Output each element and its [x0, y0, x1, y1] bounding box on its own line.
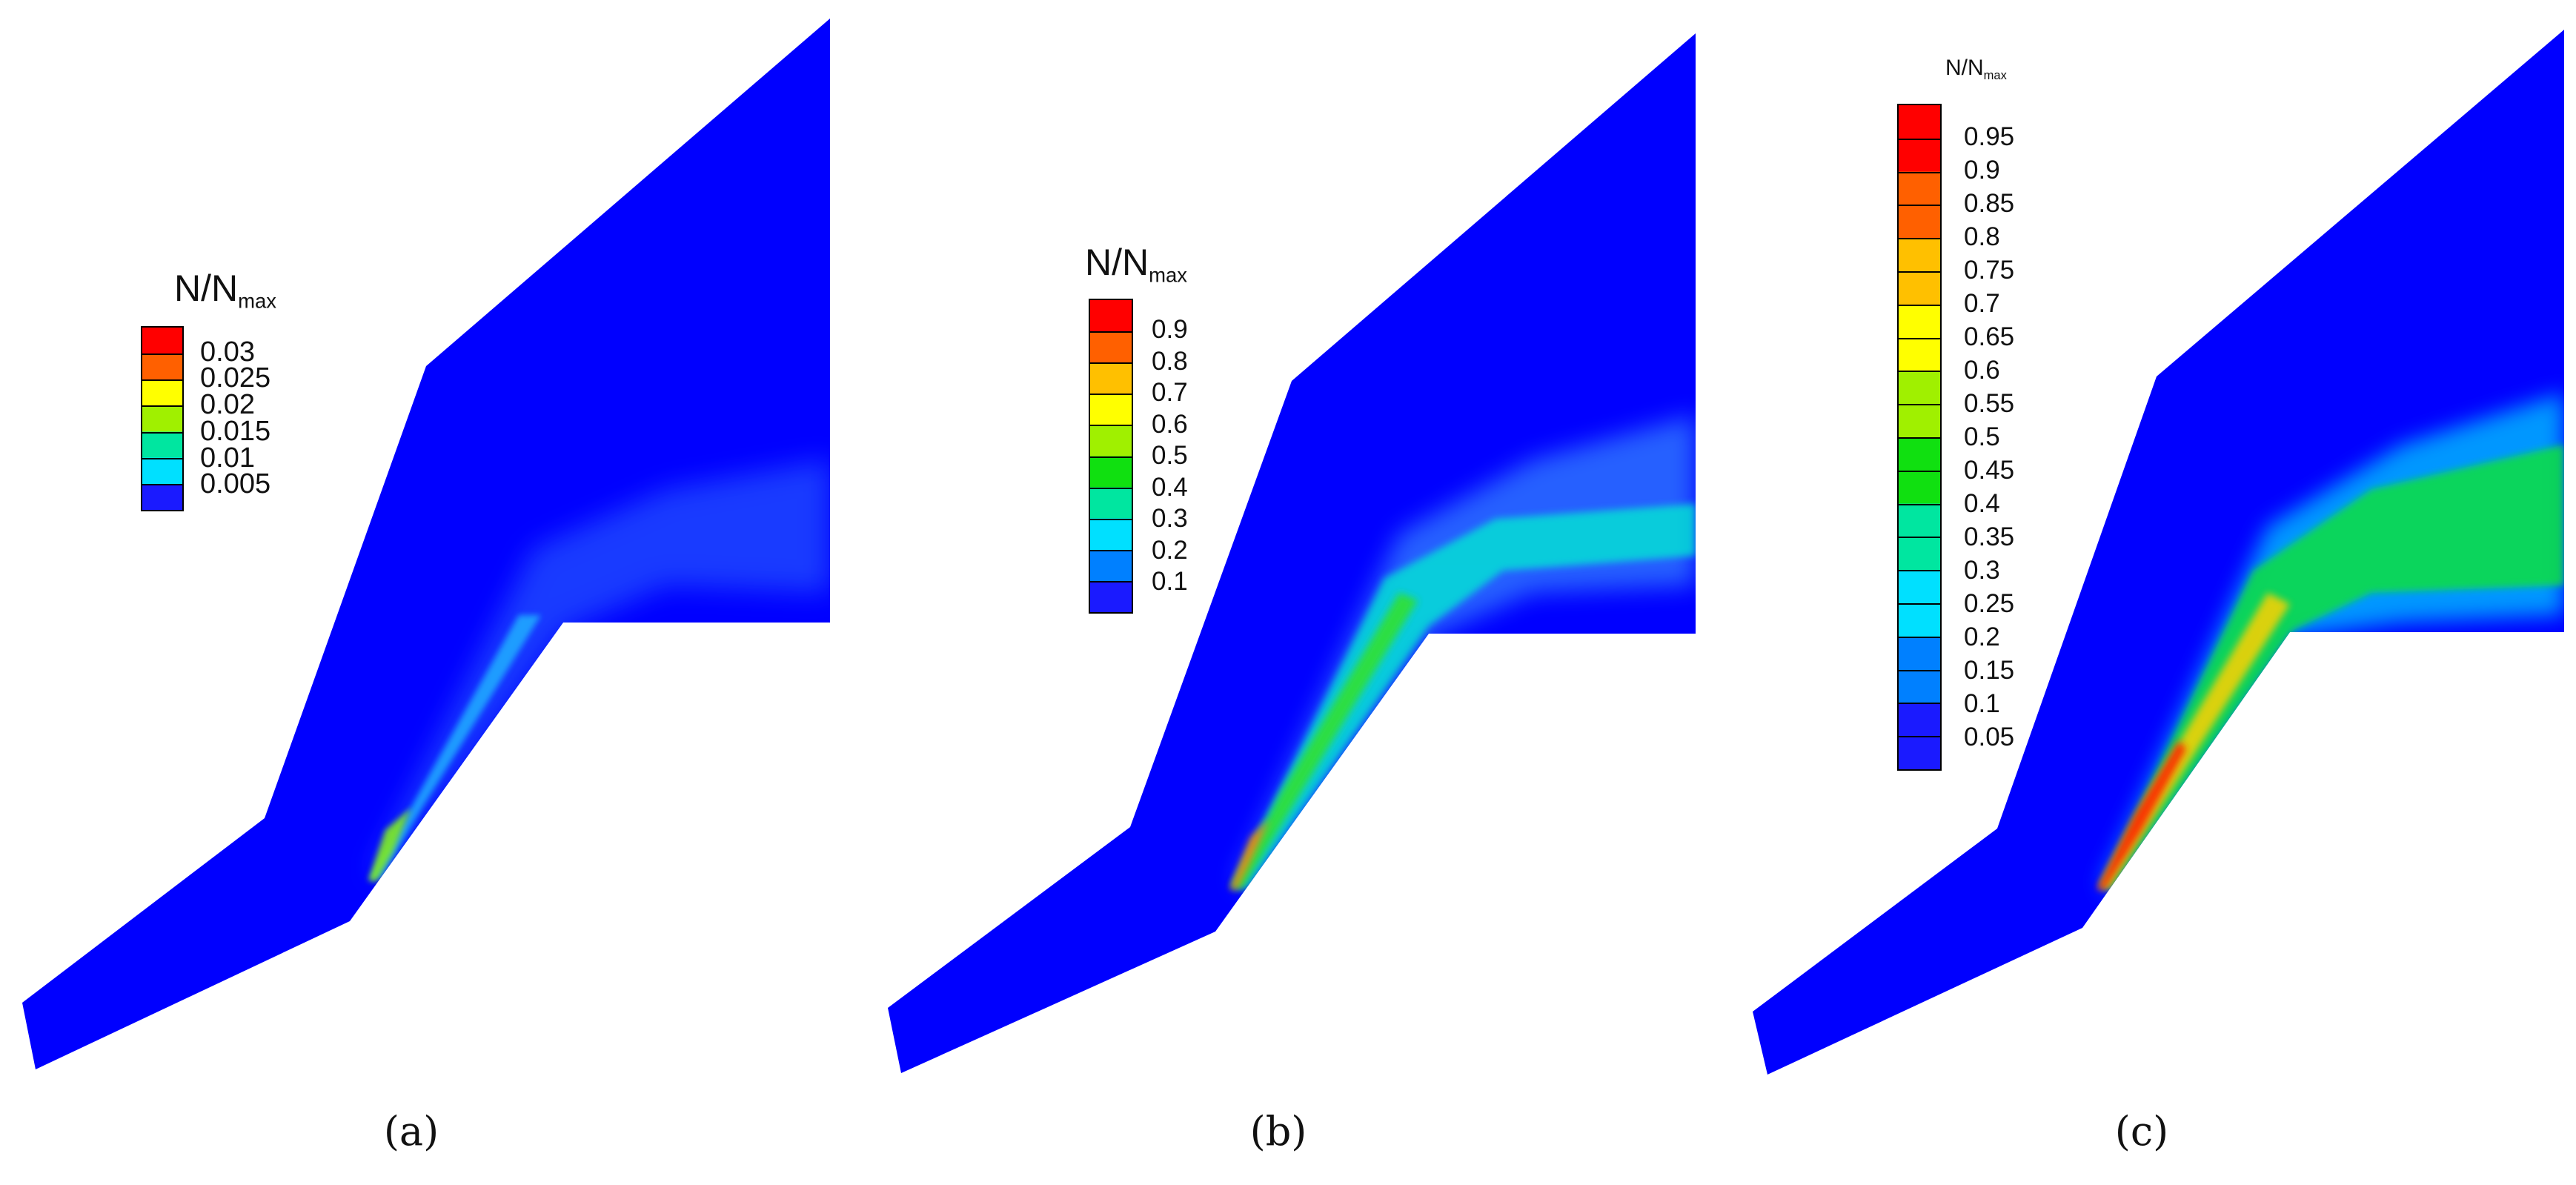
colorbar-tick-label: 0.01: [200, 442, 255, 474]
colorbar-divider: [142, 353, 182, 356]
colorbar-tick-label: 0.02: [200, 389, 255, 421]
colorbar-tick-label: 0.35: [1964, 522, 2015, 551]
colorbar-divider: [142, 379, 182, 382]
colorbar-divider: [142, 431, 182, 434]
colorbar-divider: [1899, 537, 1940, 539]
colorbar-tick-label: 0.5: [1152, 441, 1188, 471]
colorbar-divider: [1090, 456, 1132, 458]
colorbar-divider: [1899, 238, 1940, 240]
colorbar-tick-label: 0.4: [1152, 472, 1188, 502]
colorbar-tick-label: 0.3: [1152, 504, 1188, 534]
contour-plot-a: [22, 19, 830, 1069]
colorbar-divider: [142, 457, 182, 459]
colorbar-divider: [1899, 205, 1940, 207]
colorbar: [1089, 299, 1133, 614]
colorbar-tick-label: 0.9: [1964, 155, 2000, 185]
colorbar-divider: [142, 405, 182, 408]
colorbar-divider: [1899, 570, 1940, 572]
caption-a: (a): [383, 1108, 439, 1155]
contour-plot-b: [888, 33, 1696, 1073]
colorbar-divider: [1899, 371, 1940, 373]
colorbar-divider: [1899, 437, 1940, 439]
colorbar-tick-label: 0.5: [1964, 422, 2000, 451]
colorbar-tick-label: 0.9: [1152, 315, 1188, 345]
jet-hotspot: [2097, 741, 2186, 889]
caption-c: (c): [2114, 1108, 2169, 1155]
colorbar-divider: [1090, 518, 1132, 520]
contour-plot-c: [1753, 30, 2564, 1075]
colorbar-divider: [1899, 470, 1940, 472]
jet-hotspot: [368, 808, 411, 882]
jet-hotspot: [1230, 819, 1269, 889]
jet-plume-outer: [371, 459, 830, 874]
colorbar: [1897, 104, 1942, 771]
colorbar-tick-label: 0.8: [1152, 346, 1188, 376]
colorbar-tick-label: 0.2: [1964, 622, 2000, 651]
domain-shape: [22, 19, 830, 1069]
colorbar-tick-label: 0.2: [1152, 535, 1188, 565]
colorbar-tick-label: 0.8: [1964, 222, 2000, 251]
colorbar-tick-label: 0.005: [200, 468, 271, 500]
colorbar-tick-label: 0.025: [200, 362, 271, 394]
colorbar-divider: [1899, 636, 1940, 638]
colorbar-tick-label: 0.7: [1964, 288, 2000, 318]
colorbar-tick-label: 0.45: [1964, 455, 2015, 485]
colorbar-tick-label: 0.85: [1964, 188, 2015, 218]
legend-title: N/Nmax: [1085, 242, 1188, 287]
colorbar-tick-label: 0.3: [1964, 555, 2000, 585]
colorbar-divider: [1899, 304, 1940, 306]
colorbar-divider: [1899, 736, 1940, 738]
colorbar-divider: [1899, 171, 1940, 173]
colorbar-divider: [1899, 669, 1940, 671]
colorbar-divider: [1090, 580, 1132, 582]
colorbar-divider: [1899, 404, 1940, 406]
colorbar-divider: [1899, 603, 1940, 605]
colorbar-tick-label: 0.55: [1964, 388, 2015, 418]
colorbar-tick-label: 0.03: [200, 336, 255, 368]
colorbar-divider: [1090, 549, 1132, 551]
caption-b: (b): [1249, 1108, 1307, 1155]
colorbar-tick-label: 0.15: [1964, 655, 2015, 685]
colorbar-divider: [1090, 394, 1132, 396]
jet-plume-core: [1231, 593, 1418, 889]
jet-plume-mid: [1232, 504, 1696, 889]
jet-plume-core: [371, 615, 541, 878]
colorbar-tick-label: 0.015: [200, 415, 271, 447]
colorbar-divider: [1899, 138, 1940, 140]
colorbar-divider: [1899, 703, 1940, 705]
legend-title: N/Nmax: [1945, 56, 2007, 82]
colorbar-tick-label: 0.1: [1152, 567, 1188, 597]
colorbar-divider: [1090, 487, 1132, 489]
colorbar-tick-label: 0.65: [1964, 322, 2015, 351]
colorbar-divider: [1899, 271, 1940, 273]
colorbar-divider: [1090, 362, 1132, 365]
colorbar-tick-label: 0.4: [1964, 488, 2000, 518]
colorbar-tick-label: 0.6: [1964, 355, 2000, 385]
jet-plume-mid: [2101, 445, 2564, 889]
colorbar-divider: [1899, 503, 1940, 505]
colorbar-tick-label: 0.75: [1964, 255, 2015, 285]
colorbar-divider: [1090, 425, 1132, 427]
colorbar-tick-label: 0.25: [1964, 588, 2015, 618]
colorbar: [141, 326, 184, 511]
colorbar-divider: [1090, 331, 1132, 333]
colorbar-tick-label: 0.1: [1964, 688, 2000, 718]
colorbar-tick-label: 0.95: [1964, 122, 2015, 151]
colorbar-tick-label: 0.6: [1152, 409, 1188, 439]
domain-shape: [888, 33, 1696, 1073]
colorbar-divider: [142, 483, 182, 485]
colorbar-divider: [1899, 337, 1940, 339]
domain-shape: [1753, 30, 2564, 1075]
colorbar-tick-label: 0.05: [1964, 722, 2015, 751]
legend-title: N/Nmax: [174, 268, 277, 313]
colorbar-tick-label: 0.7: [1152, 378, 1188, 408]
